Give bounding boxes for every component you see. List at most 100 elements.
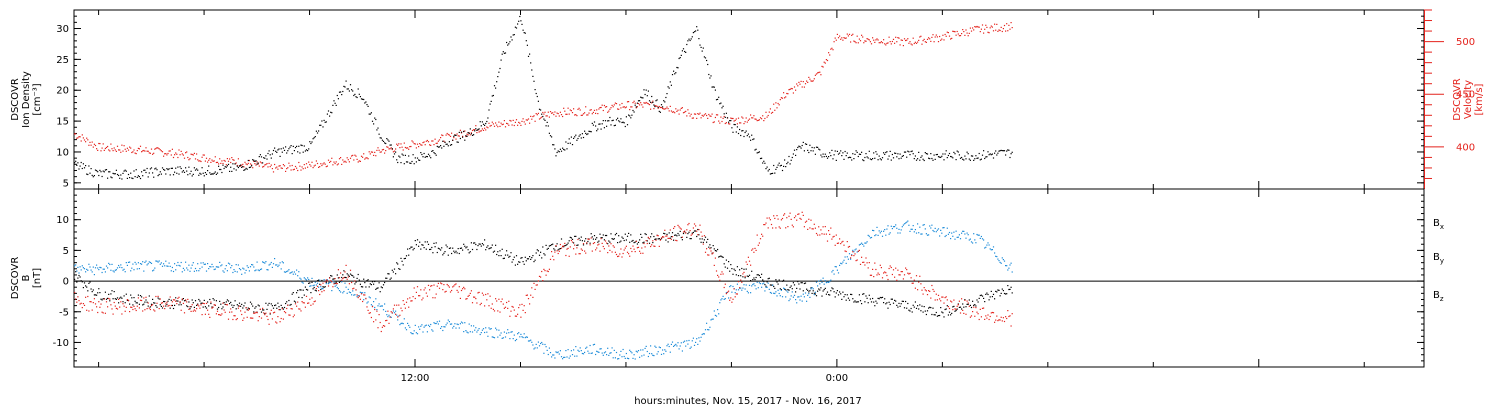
by-point (344, 282, 346, 284)
bx-point (353, 276, 355, 278)
bx-point (819, 289, 821, 291)
velocity-point (143, 149, 145, 152)
by-point (432, 330, 434, 332)
velocity-point (482, 129, 485, 131)
density-point (458, 131, 460, 133)
velocity-point (193, 152, 195, 154)
by-point (831, 271, 833, 273)
density-point (485, 122, 487, 125)
bz-point (477, 292, 479, 294)
velocity-point (139, 145, 142, 147)
bz-point (985, 315, 987, 317)
by-point (821, 281, 823, 283)
velocity-point (654, 105, 656, 107)
velocity-point (110, 143, 112, 145)
bz-point (573, 248, 575, 250)
bz-point (709, 248, 711, 250)
bx-point (174, 304, 176, 306)
density-point (451, 144, 453, 146)
density-point (369, 113, 371, 115)
top-y-tick-label: 15 (56, 117, 69, 128)
velocity-point (447, 133, 449, 136)
bz-point (776, 215, 778, 217)
bx-point (741, 267, 743, 270)
bz-point (574, 244, 576, 246)
bz-point (309, 298, 311, 300)
bz-point (643, 242, 645, 245)
bz-point (146, 308, 148, 310)
bz-point (91, 309, 93, 311)
bx-point (511, 261, 513, 263)
by-point (547, 353, 549, 356)
bx-point (507, 254, 509, 256)
by-point (768, 288, 770, 290)
density-point (651, 95, 653, 98)
bx-point (719, 255, 721, 258)
bz-point (921, 289, 923, 291)
density-point (973, 159, 975, 161)
by-point (867, 234, 869, 236)
velocity-point (208, 159, 210, 161)
density-point (292, 145, 294, 147)
bz-point (511, 305, 513, 308)
bz-point (241, 313, 243, 316)
by-point (234, 270, 236, 272)
density-point (109, 171, 111, 173)
bz-point (752, 248, 754, 250)
bx-point (766, 281, 768, 283)
velocity-point (859, 40, 862, 42)
by-point (256, 261, 258, 263)
velocity-point (789, 88, 791, 90)
velocity-point (884, 43, 886, 45)
by-point (890, 225, 892, 227)
velocity-point (612, 106, 614, 108)
bz-point (135, 309, 137, 312)
by-point (255, 269, 257, 271)
by-point (538, 345, 541, 347)
density-point (395, 151, 397, 153)
bz-point (648, 238, 651, 240)
bx-point (492, 251, 494, 253)
bx-point (355, 281, 357, 283)
bx-point (796, 287, 798, 289)
velocity-point (890, 43, 892, 45)
density-point (628, 114, 630, 116)
bx-point (559, 248, 561, 250)
density-point (304, 150, 306, 152)
by-point (774, 292, 776, 295)
bz-point (807, 228, 809, 230)
density-point (502, 51, 504, 53)
velocity-point (486, 126, 488, 128)
by-point (147, 263, 149, 265)
bz-point (411, 300, 413, 302)
bx-point (299, 289, 301, 291)
bx-point (923, 306, 925, 308)
velocity-point (371, 151, 374, 153)
by-point (976, 233, 978, 236)
density-point (438, 146, 441, 148)
bz-point (422, 297, 424, 299)
bx-point (280, 304, 282, 306)
density-point (212, 173, 214, 175)
bz-point (645, 240, 647, 242)
velocity-point (157, 147, 159, 149)
bz-point (570, 239, 572, 242)
bz-point (644, 246, 646, 248)
density-point (610, 124, 612, 126)
by-point (541, 341, 543, 344)
density-point (340, 91, 342, 93)
velocity-point (465, 135, 467, 138)
density-point (892, 157, 895, 159)
velocity-point (269, 166, 271, 168)
density-point (642, 97, 644, 99)
density-point (692, 32, 694, 34)
by-point (189, 270, 191, 272)
by-point (703, 333, 705, 335)
bx-point (750, 280, 752, 282)
density-point (303, 145, 305, 147)
velocity-point (995, 29, 997, 31)
velocity-point (564, 110, 566, 112)
density-point (86, 173, 88, 175)
bx-point (537, 250, 539, 252)
